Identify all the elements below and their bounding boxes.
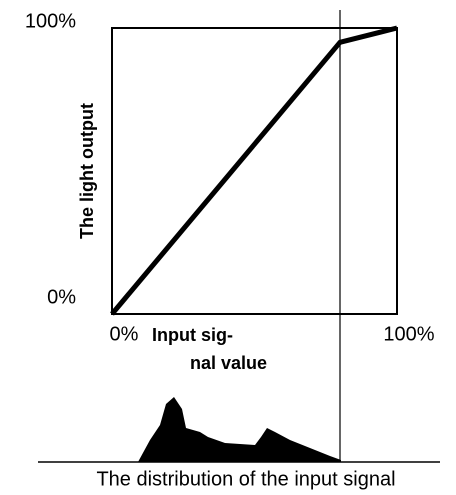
plot-frame bbox=[111, 27, 398, 315]
y-axis-label: The light output bbox=[77, 103, 97, 239]
response-line bbox=[110, 25, 398, 316]
x-tick-label: 100% bbox=[383, 323, 434, 345]
input-distribution bbox=[138, 397, 341, 462]
y-tick-label: 0% bbox=[47, 286, 76, 308]
x-tick-label: 0% bbox=[110, 323, 139, 345]
x-axis-label: nal value bbox=[190, 353, 267, 373]
caption: The distribution of the input signal bbox=[96, 468, 395, 490]
x-axis-label: Input sig- bbox=[152, 325, 233, 345]
y-tick-label: 100% bbox=[25, 10, 76, 32]
